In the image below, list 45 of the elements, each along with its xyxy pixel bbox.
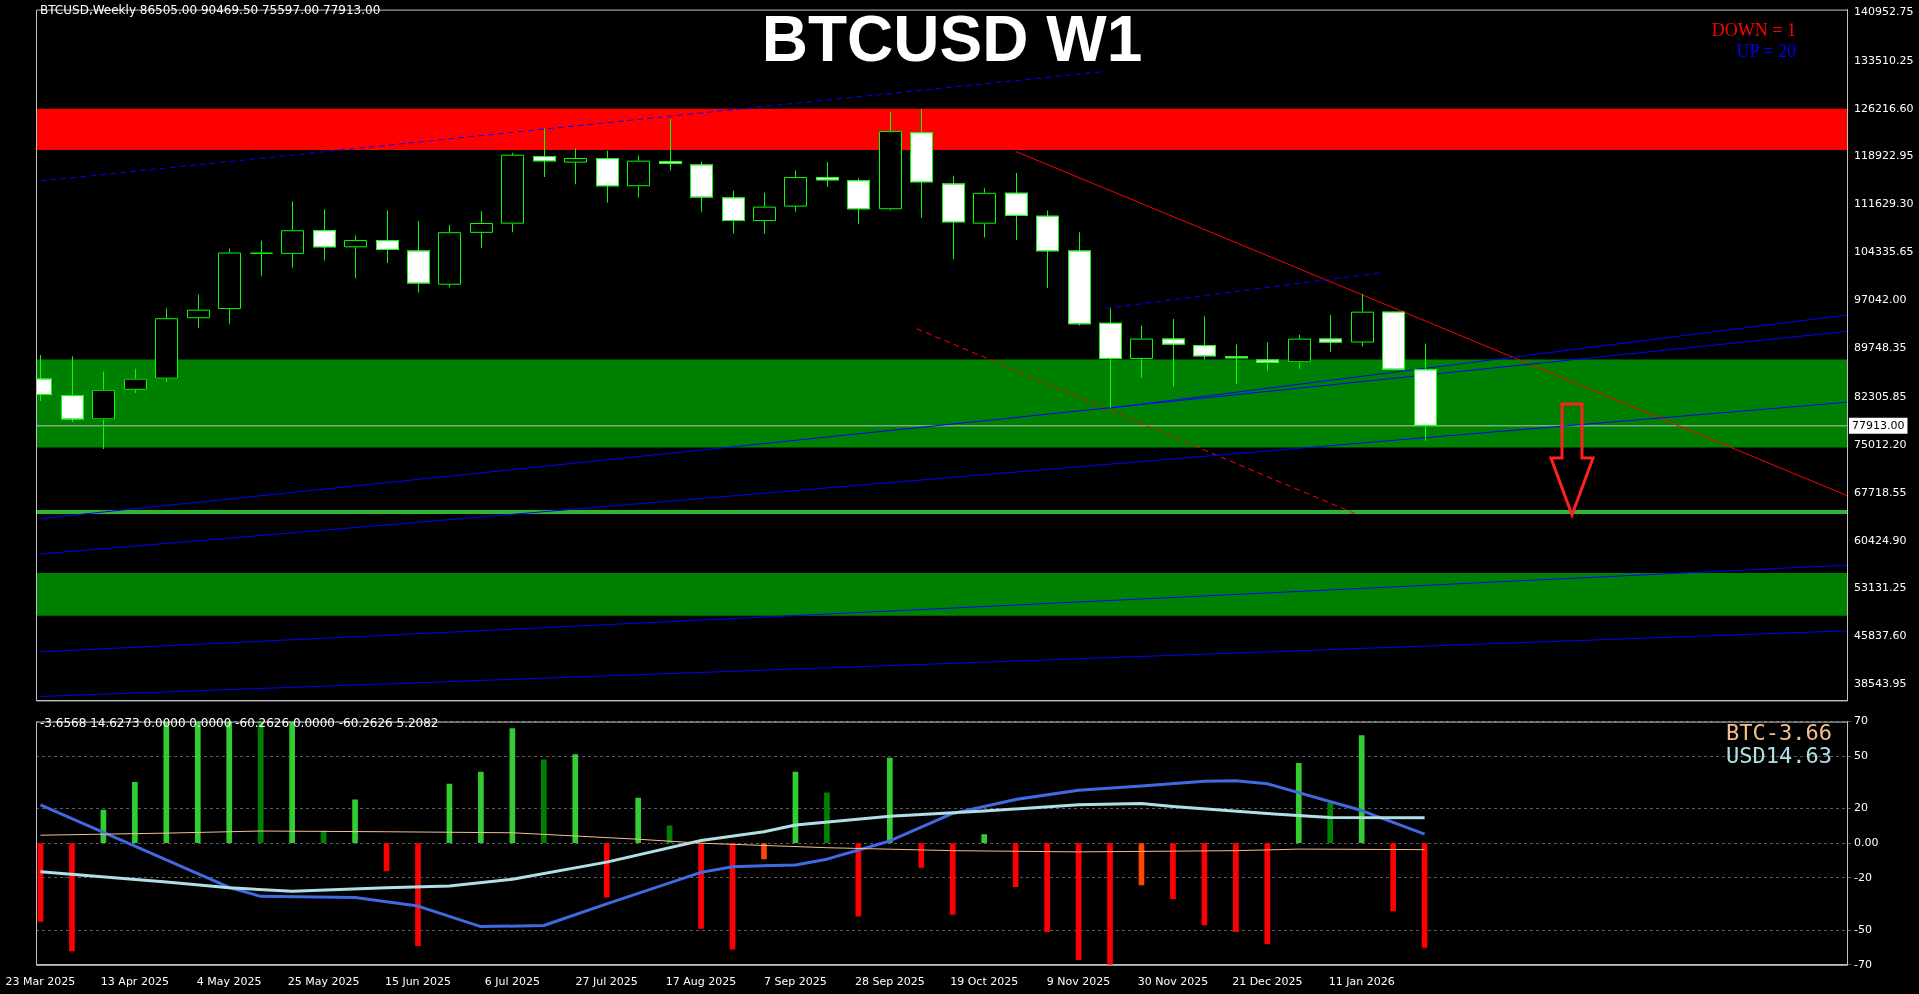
y-tick-label: 70 bbox=[1854, 714, 1868, 728]
y-tick-label: 67718.55 bbox=[1854, 485, 1907, 499]
x-tick-label: 23 Mar 2025 bbox=[5, 975, 76, 989]
annotation: UP = 20 bbox=[1736, 41, 1796, 62]
y-tick-label: 133510.25 bbox=[1854, 53, 1914, 67]
x-tick-label: 13 Apr 2025 bbox=[100, 975, 169, 989]
y-tick-label: 140952.75 bbox=[1854, 4, 1914, 18]
x-tick-label: 9 Nov 2025 bbox=[1046, 975, 1111, 989]
x-tick-label: 25 May 2025 bbox=[287, 975, 360, 989]
y-tick-label: -50 bbox=[1854, 922, 1872, 936]
y-tick-label: -20 bbox=[1854, 870, 1872, 884]
y-tick-label: 97042.00 bbox=[1854, 293, 1907, 307]
x-tick-label: 19 Oct 2025 bbox=[950, 975, 1019, 989]
ref-line-label: 77913.00 bbox=[1852, 418, 1905, 432]
y-tick-label: -70 bbox=[1854, 957, 1872, 971]
y-tick-label: 38543.95 bbox=[1854, 677, 1907, 691]
y-tick-label: 89748.35 bbox=[1854, 340, 1907, 354]
y-tick-label: 75012.20 bbox=[1854, 437, 1907, 451]
x-tick-label: 7 Sep 2025 bbox=[764, 975, 827, 989]
annotation: DOWN = 1 bbox=[1711, 20, 1796, 41]
y-tick-label: 118922.95 bbox=[1854, 149, 1914, 163]
y-tick-label: 50 bbox=[1854, 749, 1868, 763]
y-tick-label: 45837.60 bbox=[1854, 629, 1907, 643]
x-tick-label: 17 Aug 2025 bbox=[665, 975, 737, 989]
y-tick-label: 53131.25 bbox=[1854, 581, 1907, 595]
x-tick-label: 15 Jun 2025 bbox=[384, 975, 452, 989]
x-tick-label: 28 Sep 2025 bbox=[854, 975, 925, 989]
y-tick-label: 20 bbox=[1854, 801, 1868, 815]
x-tick-label: 4 May 2025 bbox=[196, 975, 262, 989]
annotation: USD14.63 bbox=[1726, 743, 1832, 768]
annotation: BTC-3.66 bbox=[1726, 720, 1832, 745]
x-tick-label: 6 Jul 2025 bbox=[484, 975, 540, 989]
y-tick-label: 111629.30 bbox=[1854, 197, 1914, 211]
annotation: BTCUSD,Weekly 86505.00 90469.50 75597.00 77913.00 bbox=[40, 3, 381, 17]
y-tick-label: 60424.90 bbox=[1854, 533, 1907, 547]
y-tick-label: 82305.85 bbox=[1854, 389, 1907, 403]
y-tick-label: 126216.60 bbox=[1854, 101, 1914, 115]
x-tick-label: 11 Jan 2026 bbox=[1328, 975, 1395, 989]
y-tick-label: 0.00 bbox=[1854, 836, 1879, 850]
x-tick-label: 21 Dec 2025 bbox=[1232, 975, 1303, 989]
y-tick-label: 104335.65 bbox=[1854, 245, 1914, 259]
chart-title: BTCUSD W1 bbox=[761, 3, 1143, 75]
x-tick-label: 27 Jul 2025 bbox=[575, 975, 638, 989]
x-tick-label: 30 Nov 2025 bbox=[1137, 975, 1209, 989]
annotation: -3.6568 14.6273 0.0000 0.0000 -60.2626 0.0000 -60.2626 5.2082 bbox=[40, 716, 439, 730]
